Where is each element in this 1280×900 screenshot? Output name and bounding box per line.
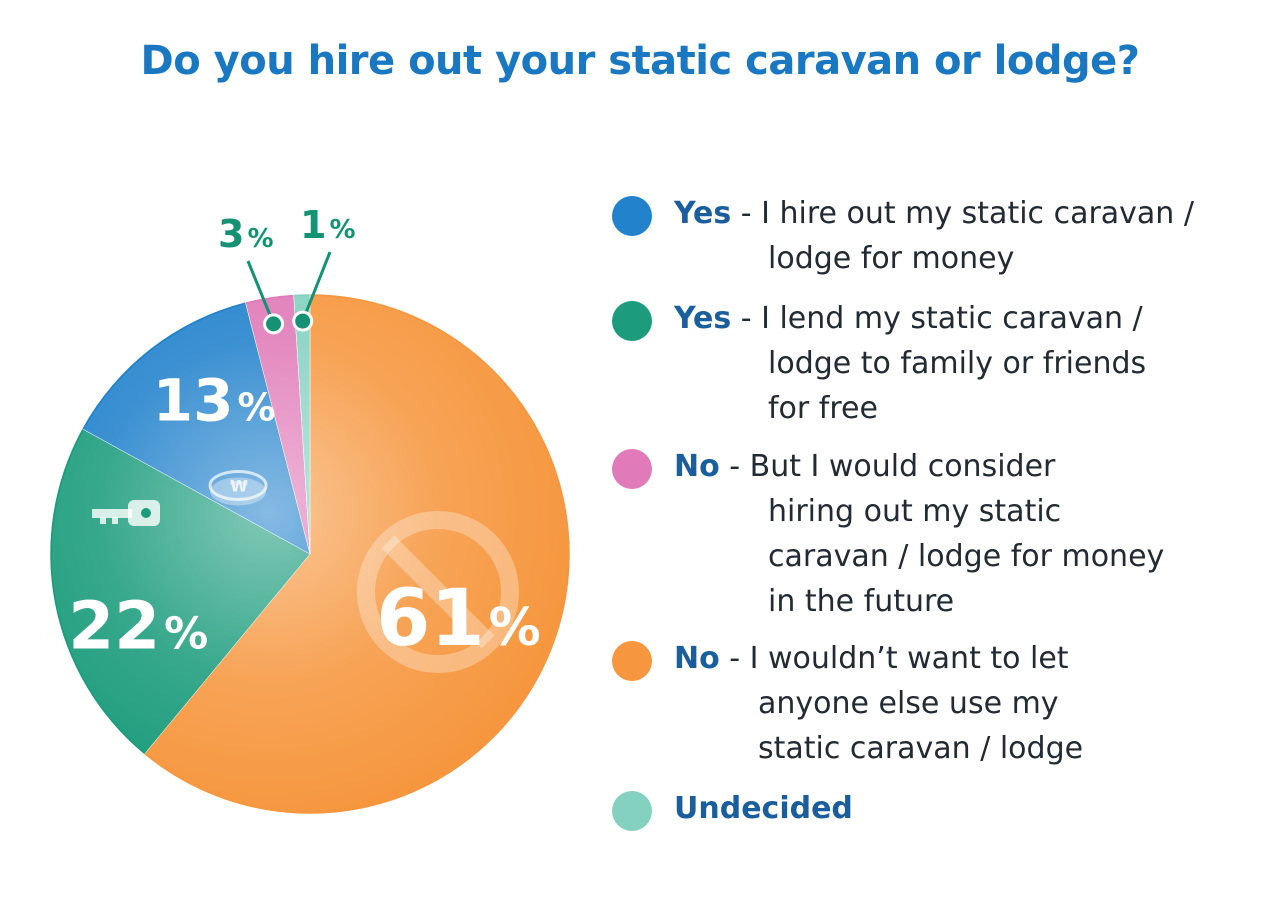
legend-bold-label: Yes (674, 196, 732, 231)
legend-label-continued: in the future (768, 584, 955, 619)
legend-label-continued: anyone else use my (758, 686, 1059, 721)
chart-title: Do you hire out your static caravan or l… (140, 38, 1140, 84)
legend-swatch (612, 196, 652, 236)
key-icon (92, 500, 160, 526)
legend-label-continued: lodge to family or friends (768, 346, 1147, 381)
legend-label: - I wouldn’t want to let (719, 641, 1069, 676)
data-label-2: 3% (218, 212, 274, 256)
legend-label: - I lend my static caravan / (731, 301, 1143, 336)
legend-swatch (612, 791, 652, 831)
legend-bold-label: Undecided (674, 791, 853, 826)
pie-chart: ₩ 61%22%13 %3% 1% (49, 203, 571, 815)
legend-bold-label: Yes (674, 301, 732, 336)
leader-line-4 (301, 251, 332, 322)
svg-text:₩: ₩ (230, 476, 248, 495)
data-label-4: 1% (300, 203, 356, 247)
legend-label-continued: static caravan / lodge (758, 731, 1084, 766)
legend-label-continued: for free (768, 391, 878, 426)
legend-bold-label: No (674, 449, 720, 484)
legend-label-continued: hiring out my static (768, 494, 1062, 529)
leader-line-2 (246, 260, 275, 325)
legend-label-continued: caravan / lodge for money (768, 539, 1165, 574)
leader-dot-4 (292, 310, 314, 332)
legend-swatch (612, 641, 652, 681)
no-entry-icon (357, 511, 519, 673)
leader-dot-2 (263, 313, 285, 335)
legend-swatch (612, 301, 652, 341)
legend-label-continued: lodge for money (768, 241, 1015, 276)
legend-swatch (612, 449, 652, 489)
legend-label: - But I would consider (719, 449, 1056, 484)
legend-label: - I hire out my static caravan / (731, 196, 1194, 231)
coin-icon: ₩ (208, 469, 268, 506)
data-label-3: 61% (376, 574, 541, 664)
legend-bold-label: No (674, 641, 720, 676)
